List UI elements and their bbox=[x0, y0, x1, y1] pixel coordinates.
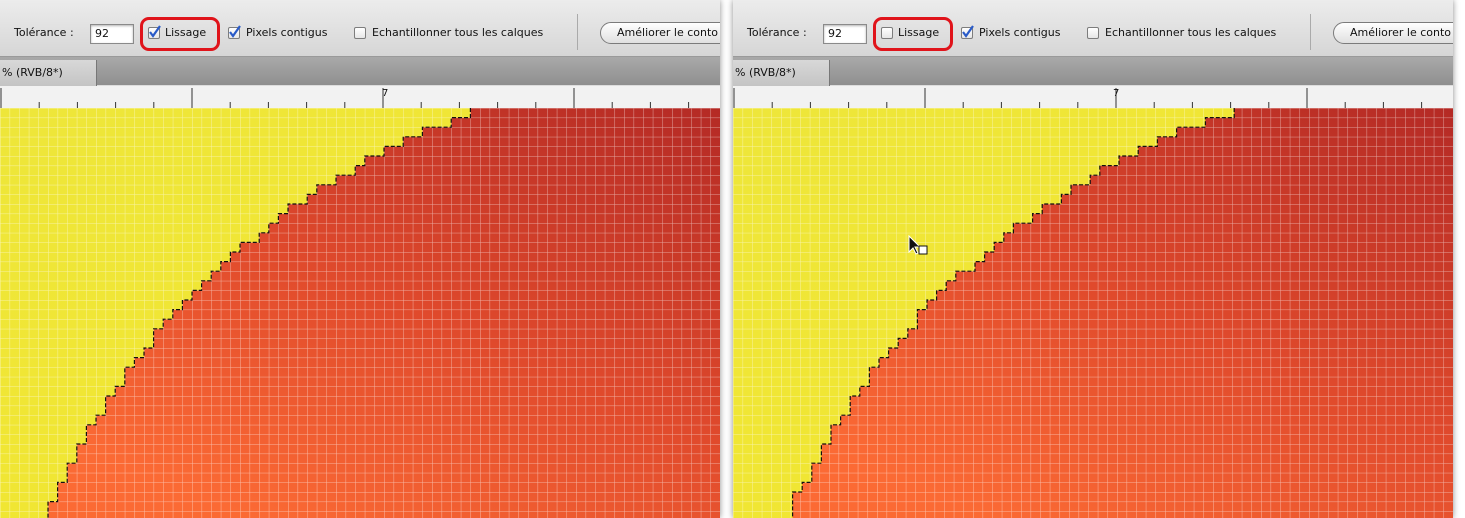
checkbox-label: Echantillonner tous les calques bbox=[1105, 26, 1276, 40]
checkbox[interactable] bbox=[961, 27, 973, 39]
tolerance-label: Tolérance : bbox=[14, 26, 74, 40]
ruler-ticks bbox=[0, 86, 720, 108]
page: Tolérance :92LissagePixels contigusEchan… bbox=[0, 0, 1465, 518]
tolerance-label: Tolérance : bbox=[747, 26, 807, 40]
highlight-ring bbox=[873, 17, 953, 51]
tolerance-input[interactable]: 92 bbox=[90, 24, 134, 44]
checkbox[interactable] bbox=[1087, 27, 1099, 39]
pixel-grid bbox=[0, 108, 720, 518]
tab-title: % (RVB/8*) bbox=[2, 66, 63, 80]
checkbox-label: Echantillonner tous les calques bbox=[372, 26, 543, 40]
ruler-label: 7 bbox=[382, 87, 388, 101]
checkbox-label: Pixels contigus bbox=[246, 26, 327, 40]
pixel-grid bbox=[733, 108, 1453, 518]
checkbox[interactable] bbox=[228, 27, 240, 39]
checkmark bbox=[230, 26, 240, 36]
separator bbox=[577, 14, 578, 50]
image-canvas bbox=[0, 108, 720, 518]
highlight-ring bbox=[140, 17, 220, 51]
tab-title: % (RVB/8*) bbox=[735, 66, 796, 80]
ruler: 7 bbox=[0, 86, 720, 109]
refine-edge-button[interactable]: Améliorer le conto bbox=[600, 22, 720, 44]
tab-bar bbox=[0, 57, 720, 85]
ruler: 7 bbox=[733, 86, 1453, 109]
refine-edge-button[interactable]: Améliorer le conto bbox=[1333, 22, 1453, 44]
image-canvas bbox=[733, 108, 1453, 518]
check-icon bbox=[961, 24, 975, 38]
separator bbox=[1310, 14, 1311, 50]
checkbox-label: Pixels contigus bbox=[979, 26, 1060, 40]
ruler-label: 7 bbox=[1113, 87, 1119, 101]
tolerance-input[interactable]: 92 bbox=[823, 24, 867, 44]
ruler-ticks bbox=[733, 86, 1453, 108]
check-icon bbox=[228, 24, 242, 38]
tab-bar bbox=[733, 57, 1453, 85]
checkmark bbox=[963, 26, 973, 36]
cursor-badge bbox=[919, 246, 927, 254]
checkbox[interactable] bbox=[354, 27, 366, 39]
